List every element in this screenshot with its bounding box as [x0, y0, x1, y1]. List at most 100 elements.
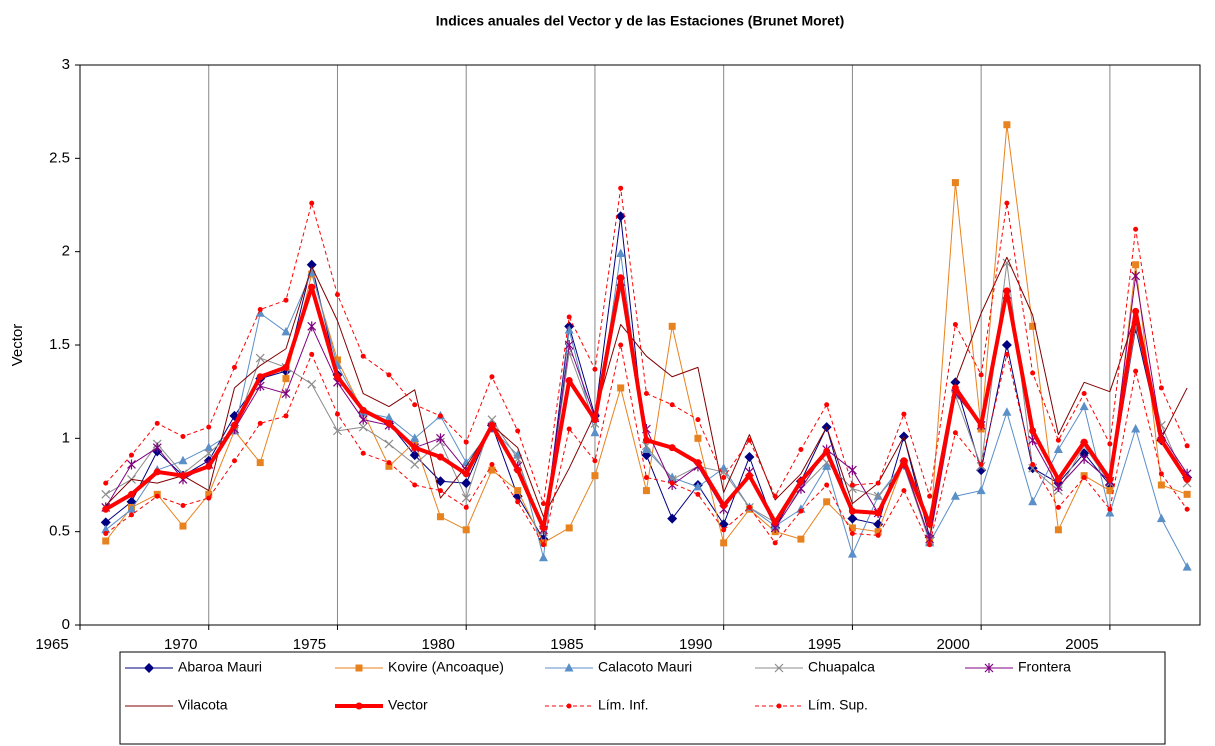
marker: [205, 490, 213, 498]
marker: [515, 428, 521, 434]
marker: [488, 421, 496, 429]
marker: [462, 470, 470, 478]
marker: [642, 441, 651, 451]
marker: [721, 527, 727, 533]
series: [103, 185, 1190, 507]
marker: [283, 297, 289, 303]
marker: [489, 374, 495, 380]
marker: [178, 455, 188, 465]
marker: [1131, 270, 1141, 281]
marker: [257, 307, 263, 313]
marker: [901, 488, 907, 494]
marker: [875, 532, 881, 538]
marker: [180, 503, 186, 509]
marker: [564, 663, 574, 672]
marker: [206, 495, 212, 501]
marker: [720, 539, 728, 547]
marker: [643, 475, 649, 481]
marker: [1055, 504, 1061, 510]
legend-label: Calacoto Mauri: [598, 659, 692, 675]
marker: [591, 472, 599, 480]
marker: [822, 461, 832, 470]
y-tick-label: 2: [62, 243, 70, 260]
marker: [566, 314, 572, 320]
marker: [720, 502, 728, 510]
series-line: [105, 124, 1188, 544]
marker: [308, 283, 316, 291]
marker: [564, 340, 574, 350]
y-tick-label: 2.5: [49, 149, 70, 166]
marker: [1132, 261, 1140, 269]
marker: [591, 416, 599, 424]
marker: [719, 467, 729, 477]
marker: [849, 482, 855, 488]
marker: [307, 321, 317, 332]
marker: [515, 499, 521, 505]
marker: [333, 426, 342, 436]
marker: [128, 512, 134, 518]
marker: [1158, 471, 1164, 477]
marker: [977, 421, 985, 429]
marker: [848, 524, 856, 532]
marker: [306, 259, 317, 270]
marker: [154, 420, 160, 426]
marker: [668, 322, 676, 330]
marker: [618, 185, 624, 191]
marker: [746, 504, 752, 510]
marker: [333, 356, 341, 364]
marker: [952, 321, 958, 327]
marker: [231, 364, 237, 370]
marker: [437, 488, 443, 494]
marker: [1081, 391, 1087, 397]
marker: [976, 485, 986, 495]
marker: [565, 524, 573, 532]
marker: [385, 419, 393, 427]
marker: [309, 200, 315, 206]
marker: [1106, 487, 1114, 495]
marker: [1079, 453, 1089, 464]
marker: [179, 522, 187, 530]
marker: [412, 482, 418, 488]
marker: [797, 477, 805, 485]
marker: [1107, 441, 1113, 447]
series: [105, 256, 1188, 529]
marker: [257, 420, 263, 426]
marker: [461, 457, 471, 467]
marker: [1157, 481, 1165, 489]
marker: [1132, 307, 1140, 315]
marker: [1004, 351, 1010, 357]
marker: [102, 537, 110, 545]
marker: [128, 452, 134, 458]
x-tick-label: 1965: [35, 636, 68, 653]
marker: [874, 509, 882, 517]
marker: [179, 472, 187, 480]
marker: [616, 248, 626, 258]
marker: [1029, 427, 1037, 435]
marker: [463, 439, 469, 445]
marker: [409, 450, 420, 461]
marker: [668, 444, 676, 452]
marker: [776, 703, 782, 709]
marker: [976, 465, 987, 476]
legend-label: Chuapalca: [808, 659, 875, 675]
marker: [1053, 481, 1063, 492]
marker: [1029, 322, 1037, 330]
marker: [901, 411, 907, 417]
marker: [360, 353, 366, 359]
marker: [926, 520, 934, 528]
series: [102, 274, 1191, 532]
marker: [514, 466, 522, 474]
marker: [847, 513, 858, 524]
marker: [436, 433, 445, 444]
marker: [951, 179, 959, 187]
marker: [358, 422, 368, 432]
marker: [746, 437, 752, 443]
x-tick-label: 1985: [550, 636, 583, 653]
marker: [1003, 287, 1011, 295]
chart-title: Indices anuales del Vector y de las Esta…: [436, 13, 844, 29]
legend-label: Frontera: [1018, 659, 1071, 675]
marker: [744, 452, 755, 462]
marker: [824, 482, 830, 488]
marker: [1055, 437, 1061, 443]
